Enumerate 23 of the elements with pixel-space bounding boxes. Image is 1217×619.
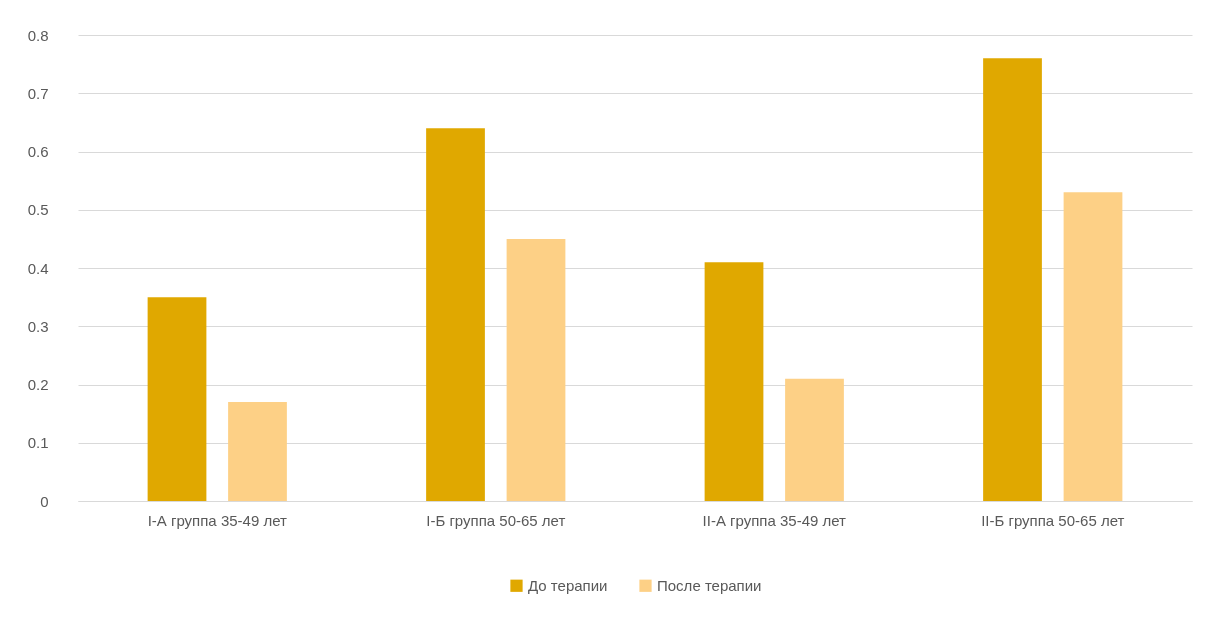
y-tick-label: 0.1 — [27, 434, 49, 452]
y-tick-label: 0.8 — [27, 26, 49, 44]
legend-label: До терапии — [528, 576, 608, 594]
bar — [147, 297, 207, 501]
y-tick-label: 0.2 — [27, 376, 49, 393]
bar — [1063, 192, 1123, 501]
y-tick-label: 0 — [40, 492, 49, 510]
y-tick-label: 0.6 — [27, 143, 49, 160]
x-tick-label: I-Б группа 50-65 лет — [426, 511, 566, 529]
y-tick-label: 0.4 — [27, 259, 49, 277]
bar — [506, 238, 566, 501]
bar — [228, 401, 287, 501]
x-tick-label: I-А группа 35-49 лет — [147, 511, 287, 529]
y-tick-label: 0.3 — [27, 317, 49, 335]
bar — [785, 378, 844, 501]
bar — [983, 58, 1042, 501]
legend-label: После терапии — [657, 576, 762, 594]
bar — [704, 262, 764, 501]
bar — [426, 128, 485, 501]
x-tick-label: II-А группа 35-49 лет — [702, 511, 847, 529]
x-tick-label: II-Б группа 50-65 лет — [981, 511, 1125, 529]
y-tick-label: 0.5 — [27, 201, 49, 219]
y-tick-label: 0.7 — [27, 84, 49, 102]
